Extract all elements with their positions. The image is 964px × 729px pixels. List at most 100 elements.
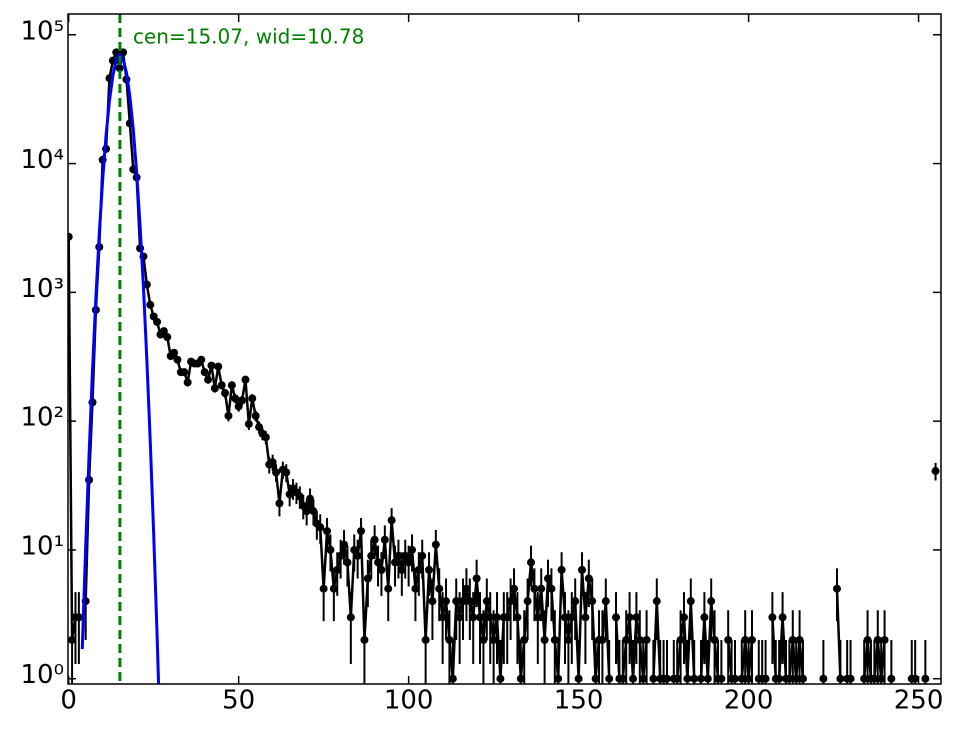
data-point [115,64,124,73]
data-point [798,674,807,683]
data-point [350,545,359,554]
data-point [775,674,784,683]
data-point [319,584,328,593]
data-point [873,635,882,644]
data-point [336,551,345,560]
data-point [768,613,777,622]
data-point [860,674,869,683]
data-point [261,433,270,442]
data-point [163,333,172,342]
data-point [700,613,709,622]
data-point [778,613,787,622]
data-point [730,674,739,683]
data-point [309,507,318,516]
data-point [394,551,403,560]
data-point [703,674,712,683]
data-point [282,468,291,477]
y-tick-label: 10⁴ [20,145,64,175]
data-point [370,535,379,544]
data-point [785,674,794,683]
data-point [887,674,896,683]
data-point [227,381,236,390]
x-tick-label: 0 [60,686,77,716]
data-point [374,558,383,567]
data-point [679,613,688,622]
data-point [210,384,219,393]
data-point [251,411,260,420]
y-tick-label: 10³ [20,274,64,304]
data-point [397,565,406,574]
data-point [673,674,682,683]
y-tick-label: 10¹ [20,531,64,561]
data-point [316,523,325,532]
data-point [880,635,889,644]
data-point [510,584,519,593]
data-point [503,613,512,622]
data-point [217,381,226,390]
data-point [459,597,468,606]
data-point [921,674,930,683]
data-point [870,674,879,683]
x-tick-label: 250 [894,686,944,716]
data-point [180,368,189,377]
data-point [231,394,240,403]
data-point [567,613,576,622]
y-tick-label: 10² [20,403,64,433]
data-point [832,584,841,593]
data-point [537,584,546,593]
data-point [476,613,485,622]
data-point [686,597,695,606]
data-point [625,613,634,622]
data-point [493,613,502,622]
data-point [649,674,658,683]
data-point [747,635,756,644]
data-point [710,635,719,644]
data-point [819,674,828,683]
data-point [571,597,580,606]
data-point [285,490,294,499]
data-point [877,674,886,683]
data-point [741,635,750,644]
axes-frame [67,13,942,685]
data-point [588,597,597,606]
data-point [591,674,600,683]
data-point [472,574,481,583]
data-point [68,232,73,241]
data-point [234,402,243,411]
data-point [306,494,315,503]
data-point [302,507,311,516]
y-tick-label: 10⁰ [20,660,64,690]
data-point [401,551,410,560]
data-point [836,674,845,683]
data-point [724,635,733,644]
data-point [523,597,532,606]
data-point [516,674,525,683]
data-point [683,674,692,683]
data-point [561,613,570,622]
data-point [224,411,233,420]
annotation: cen=15.07, wid=10.78 [133,25,364,49]
data-point [652,597,661,606]
x-tick-label: 50 [222,686,255,716]
data-point [717,674,726,683]
data-point [214,362,223,371]
data-point [601,597,610,606]
data-point [357,527,366,536]
data-point [384,584,393,593]
data-point [452,597,461,606]
data-point [244,420,253,429]
data-point [737,674,746,683]
data-point [411,584,420,593]
x-tick-label: 100 [384,686,434,716]
data-point [329,584,338,593]
data-point [846,674,855,683]
data-point [462,584,471,593]
data-point [438,613,447,622]
data-point [622,635,631,644]
data-point [428,597,437,606]
data-point [173,355,182,364]
data-point [255,423,264,432]
data-point [662,674,671,683]
data-point [863,635,872,644]
